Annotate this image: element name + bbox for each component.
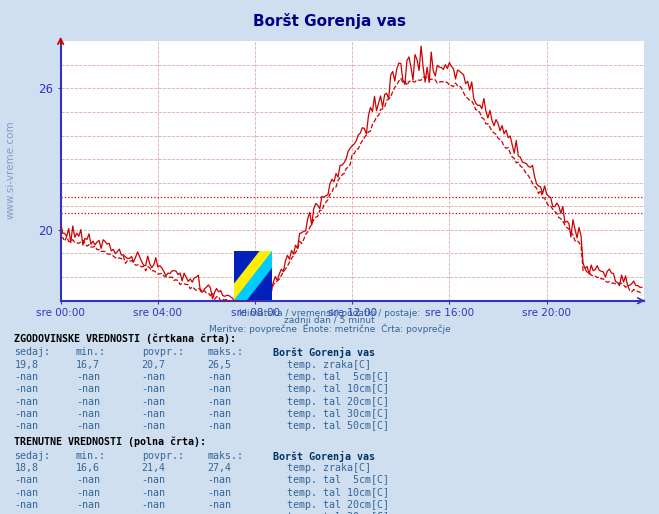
Text: min.:: min.: (76, 451, 106, 461)
Text: -nan: -nan (14, 512, 38, 514)
Text: Boršt Gorenja vas: Boršt Gorenja vas (273, 347, 376, 358)
Text: -nan: -nan (208, 512, 231, 514)
Text: temp. tal 10cm[C]: temp. tal 10cm[C] (287, 384, 389, 394)
Text: -nan: -nan (14, 384, 38, 394)
Text: 26,5: 26,5 (208, 360, 231, 370)
Text: TRENUTNE VREDNOSTI (polna črta):: TRENUTNE VREDNOSTI (polna črta): (14, 436, 206, 447)
Text: -nan: -nan (14, 475, 38, 485)
Text: -nan: -nan (208, 421, 231, 431)
Text: -nan: -nan (142, 409, 165, 419)
Text: 16,7: 16,7 (76, 360, 100, 370)
Text: 18,8: 18,8 (14, 463, 38, 473)
Text: -nan: -nan (14, 409, 38, 419)
Text: -nan: -nan (142, 384, 165, 394)
Text: Boršt Gorenja vas: Boršt Gorenja vas (253, 13, 406, 29)
Text: 16,6: 16,6 (76, 463, 100, 473)
Text: -nan: -nan (208, 384, 231, 394)
Text: -nan: -nan (76, 372, 100, 382)
Text: -nan: -nan (142, 512, 165, 514)
Text: temp. tal 20cm[C]: temp. tal 20cm[C] (287, 397, 389, 407)
Text: -nan: -nan (76, 488, 100, 498)
Text: Meritve: povprečne  Enote: metrične  Črta: povprečje: Meritve: povprečne Enote: metrične Črta:… (209, 324, 450, 334)
Text: 19,8: 19,8 (14, 360, 38, 370)
Text: sedaj:: sedaj: (14, 347, 51, 357)
Text: -nan: -nan (14, 500, 38, 510)
Text: -nan: -nan (142, 488, 165, 498)
Text: zadnji dan / 5 minut: zadnji dan / 5 minut (284, 316, 375, 325)
Text: temp. tal 30cm[C]: temp. tal 30cm[C] (287, 409, 389, 419)
Text: klimatska / vremenski podatki / postaje:: klimatska / vremenski podatki / postaje: (239, 309, 420, 319)
Text: temp. tal  5cm[C]: temp. tal 5cm[C] (287, 475, 389, 485)
Text: -nan: -nan (208, 372, 231, 382)
Text: -nan: -nan (76, 500, 100, 510)
Text: -nan: -nan (76, 475, 100, 485)
Text: -nan: -nan (76, 512, 100, 514)
Text: -nan: -nan (14, 421, 38, 431)
Text: -nan: -nan (142, 500, 165, 510)
Text: povpr.:: povpr.: (142, 347, 184, 357)
Text: 21,4: 21,4 (142, 463, 165, 473)
Text: -nan: -nan (208, 488, 231, 498)
Text: maks.:: maks.: (208, 347, 244, 357)
Text: -nan: -nan (208, 397, 231, 407)
Text: -nan: -nan (14, 488, 38, 498)
Polygon shape (234, 251, 259, 283)
Text: temp. zraka[C]: temp. zraka[C] (287, 463, 370, 473)
Text: -nan: -nan (142, 475, 165, 485)
Text: -nan: -nan (14, 372, 38, 382)
Text: temp. tal 10cm[C]: temp. tal 10cm[C] (287, 488, 389, 498)
Text: 27,4: 27,4 (208, 463, 231, 473)
Text: povpr.:: povpr.: (142, 451, 184, 461)
Text: Boršt Gorenja vas: Boršt Gorenja vas (273, 451, 376, 462)
Text: temp. tal 50cm[C]: temp. tal 50cm[C] (287, 421, 389, 431)
Text: ZGODOVINSKE VREDNOSTI (črtkana črta):: ZGODOVINSKE VREDNOSTI (črtkana črta): (14, 333, 237, 343)
Text: -nan: -nan (142, 421, 165, 431)
Text: maks.:: maks.: (208, 451, 244, 461)
Text: sedaj:: sedaj: (14, 451, 51, 461)
Text: -nan: -nan (76, 384, 100, 394)
Text: min.:: min.: (76, 347, 106, 357)
Polygon shape (234, 251, 272, 300)
Text: -nan: -nan (76, 421, 100, 431)
Text: temp. tal 30cm[C]: temp. tal 30cm[C] (287, 512, 389, 514)
Text: temp. zraka[C]: temp. zraka[C] (287, 360, 370, 370)
Text: -nan: -nan (142, 397, 165, 407)
Text: -nan: -nan (142, 372, 165, 382)
Polygon shape (247, 268, 272, 300)
Text: www.si-vreme.com: www.si-vreme.com (5, 120, 15, 219)
Text: temp. tal  5cm[C]: temp. tal 5cm[C] (287, 372, 389, 382)
Polygon shape (234, 251, 272, 300)
Text: -nan: -nan (76, 397, 100, 407)
Text: -nan: -nan (208, 500, 231, 510)
Text: -nan: -nan (14, 397, 38, 407)
Text: -nan: -nan (208, 409, 231, 419)
Text: -nan: -nan (208, 475, 231, 485)
Text: -nan: -nan (76, 409, 100, 419)
Text: 20,7: 20,7 (142, 360, 165, 370)
Text: temp. tal 20cm[C]: temp. tal 20cm[C] (287, 500, 389, 510)
